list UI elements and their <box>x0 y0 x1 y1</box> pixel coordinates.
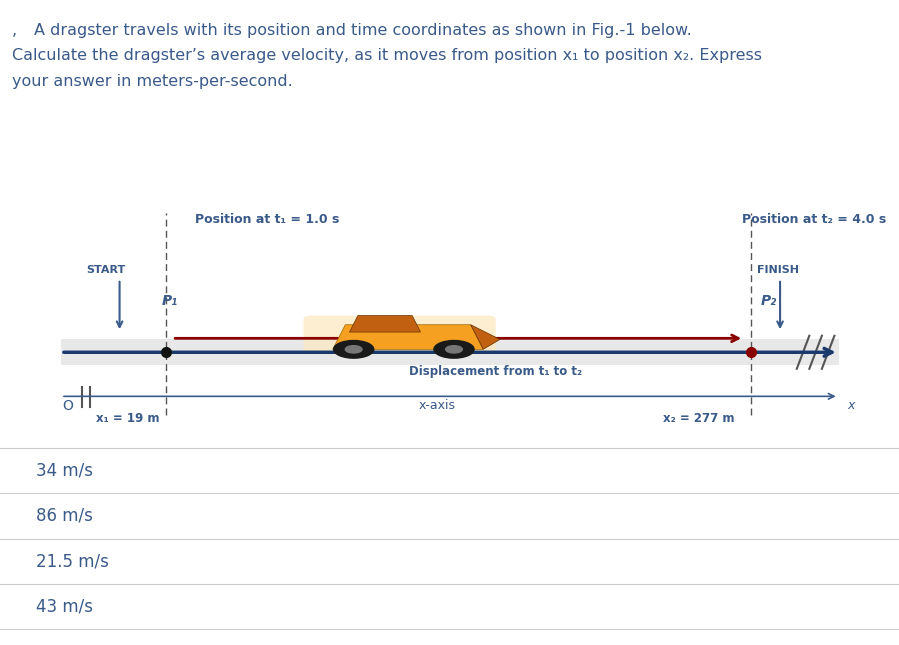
Circle shape <box>446 346 462 353</box>
Circle shape <box>345 346 362 353</box>
Text: x-axis: x-axis <box>419 399 456 412</box>
Text: 34 m/s: 34 m/s <box>36 462 93 480</box>
FancyBboxPatch shape <box>61 339 839 365</box>
Text: Position at t₁ = 1.0 s: Position at t₁ = 1.0 s <box>195 213 339 226</box>
Polygon shape <box>350 315 421 332</box>
Text: Position at t₂ = 4.0 s: Position at t₂ = 4.0 s <box>743 213 886 226</box>
Text: Calculate the dragster’s average velocity, as it moves from position x₁ to posit: Calculate the dragster’s average velocit… <box>12 48 761 63</box>
Text: x₁ = 19 m: x₁ = 19 m <box>96 412 160 425</box>
Text: x: x <box>848 399 855 412</box>
FancyBboxPatch shape <box>304 315 496 354</box>
Polygon shape <box>333 324 484 350</box>
Text: P₁: P₁ <box>162 294 178 308</box>
Text: FINISH: FINISH <box>758 265 799 275</box>
Text: your answer in meters-per-second.: your answer in meters-per-second. <box>12 74 292 89</box>
Text: 21.5 m/s: 21.5 m/s <box>36 552 109 570</box>
Text: A dragster travels with its position and time coordinates as shown in Fig.-1 bel: A dragster travels with its position and… <box>34 23 692 37</box>
Text: Displacement from t₁ to t₂: Displacement from t₁ to t₂ <box>409 365 583 378</box>
Text: O: O <box>62 399 73 413</box>
Text: START: START <box>86 265 125 275</box>
Text: x₂ = 277 m: x₂ = 277 m <box>663 412 734 425</box>
Text: ,: , <box>12 23 17 37</box>
Polygon shape <box>471 324 500 350</box>
Circle shape <box>334 341 374 358</box>
Text: 86 m/s: 86 m/s <box>36 507 93 525</box>
Circle shape <box>434 341 474 358</box>
Text: 43 m/s: 43 m/s <box>36 597 93 615</box>
Text: P₂: P₂ <box>761 294 777 308</box>
